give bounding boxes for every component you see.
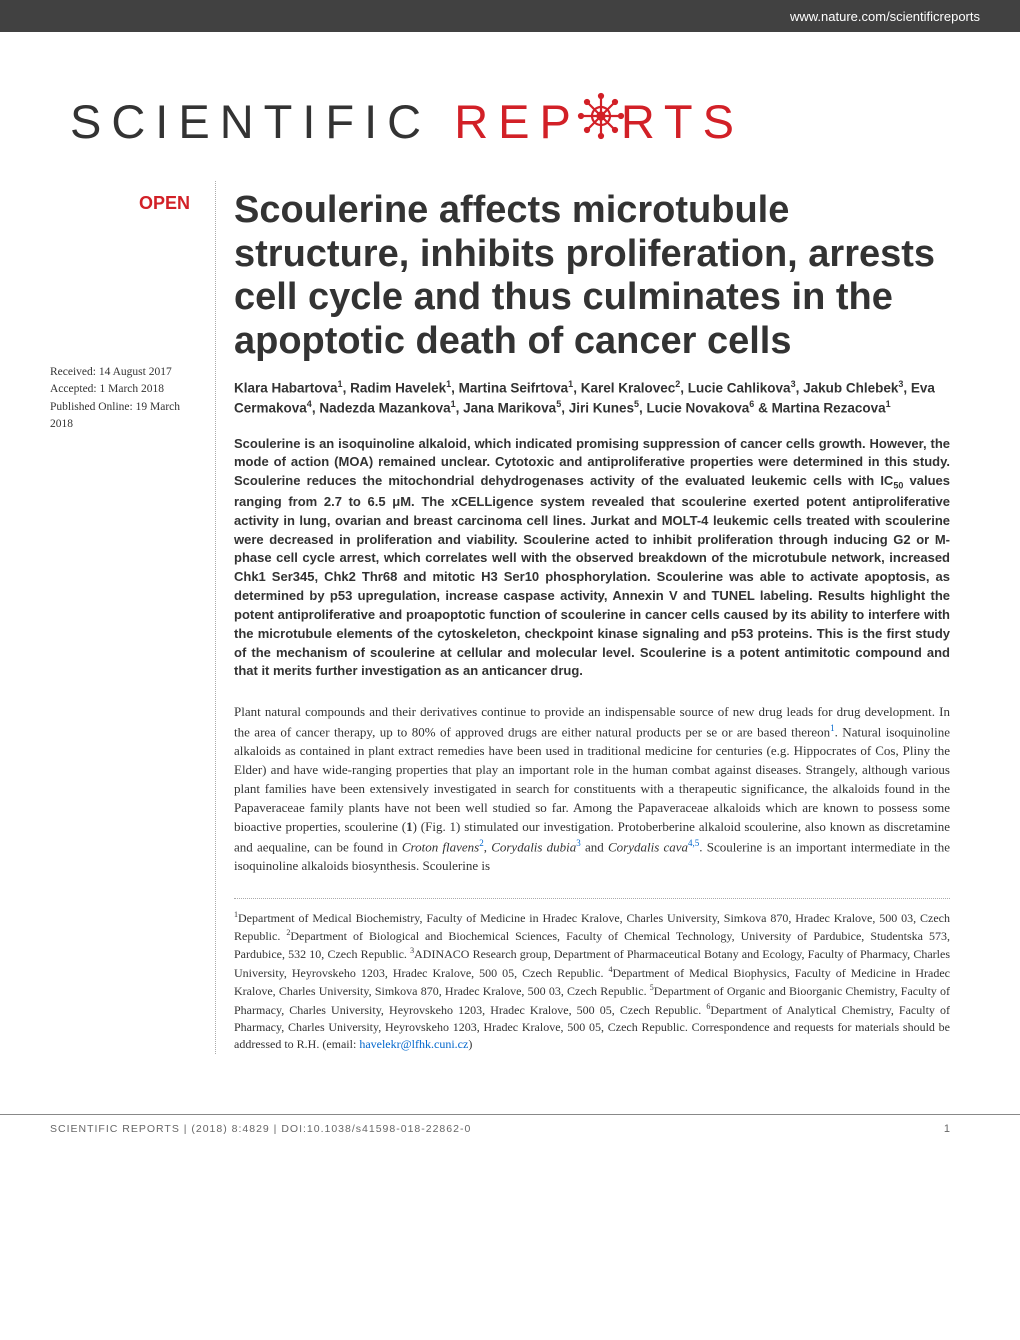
page-footer: SCIENTIFIC REPORTS | (2018) 8:4829 | DOI…: [0, 1114, 1020, 1143]
author-list: Klara Habartova1, Radim Havelek1, Martin…: [234, 378, 950, 419]
main-content: Scoulerine affects microtubule structure…: [215, 181, 950, 1054]
content-wrap: OPEN Received: 14 August 2017 Accepted: …: [0, 181, 1020, 1054]
footer-citation: SCIENTIFIC REPORTS | (2018) 8:4829 | DOI…: [50, 1123, 471, 1135]
journal-logo: SCIENTIFIC REP: [0, 32, 1020, 181]
gear-icon: [577, 92, 625, 151]
sidebar: OPEN Received: 14 August 2017 Accepted: …: [50, 181, 215, 1054]
open-access-badge: OPEN: [50, 193, 190, 214]
body-paragraph: Plant natural compounds and their deriva…: [234, 703, 950, 875]
logo-right-before: REP: [454, 94, 581, 149]
date-received: Received: 14 August 2017: [50, 364, 190, 381]
logo-text: SCIENTIFIC REP: [70, 92, 744, 151]
date-published: Published Online: 19 March 2018: [50, 399, 190, 434]
logo-left: SCIENTIFIC: [70, 94, 431, 149]
article-title: Scoulerine affects microtubule structure…: [234, 189, 950, 364]
header-url[interactable]: www.nature.com/scientificreports: [790, 9, 980, 24]
divider: [234, 898, 950, 899]
publication-dates: Received: 14 August 2017 Accepted: 1 Mar…: [50, 364, 190, 433]
affiliations: 1Department of Medical Biochemistry, Fac…: [234, 909, 950, 1054]
date-accepted: Accepted: 1 March 2018: [50, 381, 190, 398]
page-number: 1: [944, 1123, 950, 1135]
abstract: Scoulerine is an isoquinoline alkaloid, …: [234, 435, 950, 682]
header-bar: www.nature.com/scientificreports: [0, 0, 1020, 32]
logo-right-after: RTS: [621, 94, 744, 149]
